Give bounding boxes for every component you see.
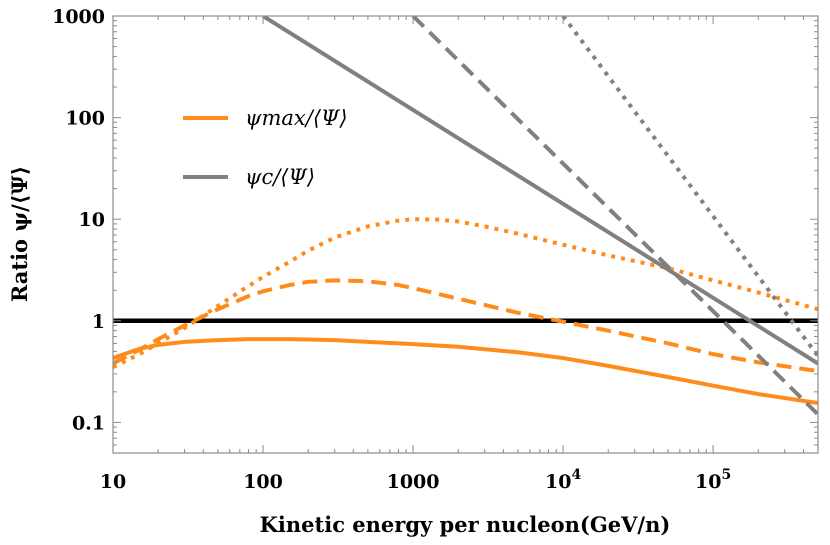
series-layer [113,16,818,416]
series-line-5 [411,16,818,416]
y-axis-label: Ratio ψ/⟨Ψ⟩ [7,166,32,302]
y-tick-label: 10 [79,209,105,231]
legend-label-psi-max: ψmax/⟨Ψ⟩ [245,106,348,130]
legend: ψmax/⟨Ψ⟩ ψc/⟨Ψ⟩ [183,106,348,189]
x-tick-label: 10 [100,471,126,493]
x-tick-label: 1000 [387,471,440,493]
x-tick-exponent: 4 [571,467,581,483]
x-axis-label: Kinetic energy per nucleon(GeV/n) [260,512,671,537]
series-line-4 [261,16,818,366]
x-tick-label: 105 [695,467,731,493]
y-tick-label: 1000 [52,6,105,28]
series-line-3 [113,217,818,369]
series-line-6 [561,16,818,358]
tick-layer [112,15,819,454]
x-tick-exponent: 5 [721,467,731,483]
legend-label-psi-c: ψc/⟨Ψ⟩ [245,165,315,189]
series-line-2 [113,278,818,374]
x-tick-label: 100 [243,471,283,493]
x-tick-label: 104 [545,467,581,493]
tick-label-layer: 10 100 1000 104 105 0.1 1 10 100 1000 [52,6,731,493]
y-tick-label: 100 [65,108,105,130]
series-line-1 [113,337,818,406]
y-tick-label: 0.1 [72,412,105,434]
y-tick-label: 1 [92,311,105,333]
